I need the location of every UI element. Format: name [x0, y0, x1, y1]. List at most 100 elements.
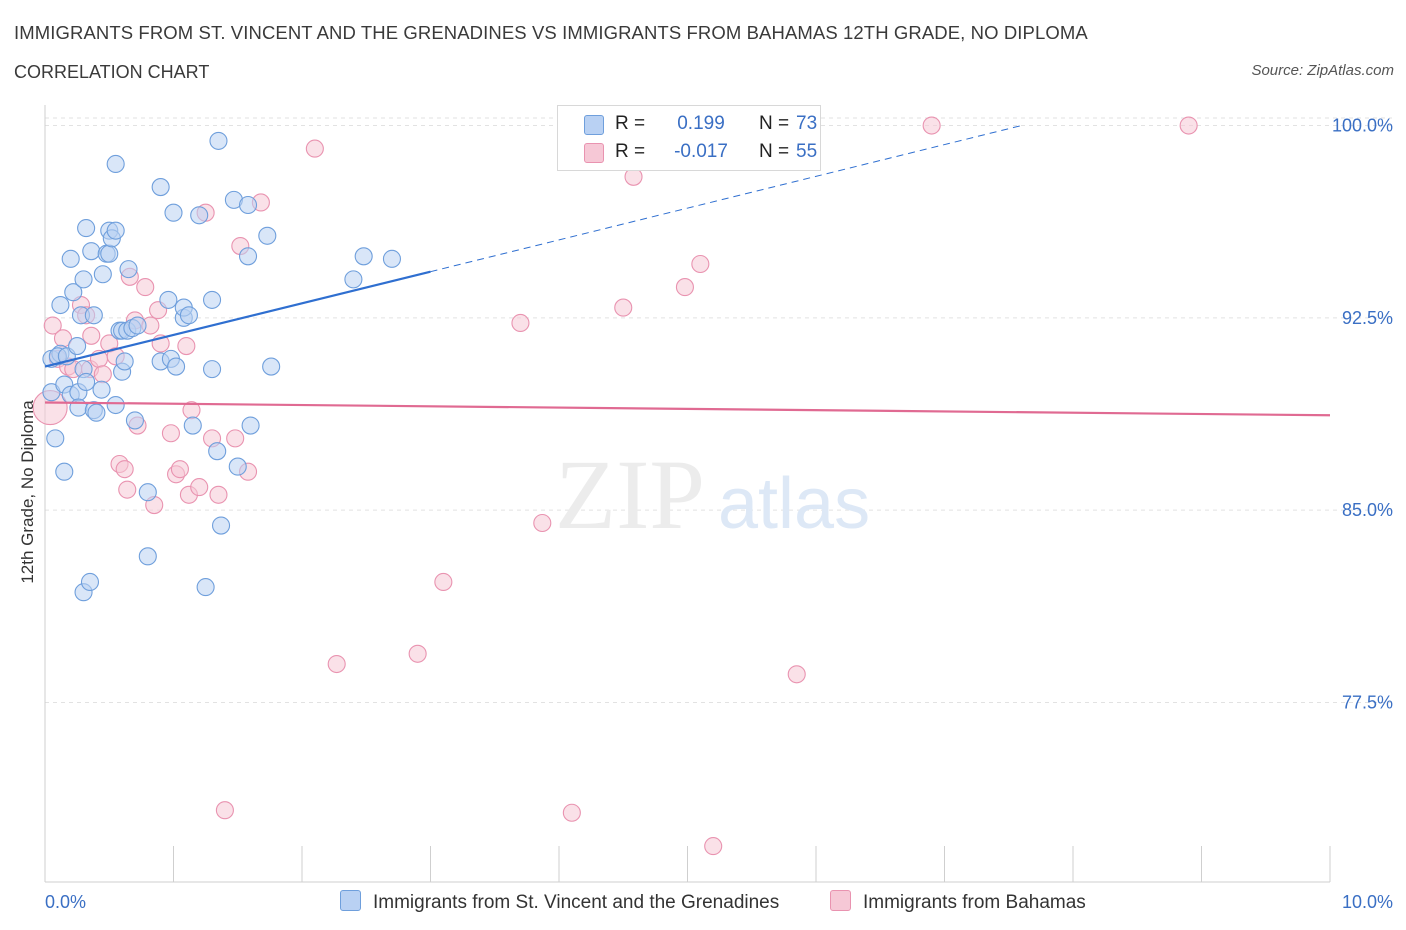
blue-point	[344, 270, 363, 289]
legend-n-label: N =	[759, 141, 790, 162]
pink-point	[787, 665, 806, 684]
blue-point	[80, 572, 100, 592]
blue-point	[138, 547, 157, 566]
pink-point	[118, 480, 137, 499]
pink-point	[704, 837, 723, 856]
blue-point	[125, 411, 144, 430]
blue-point	[115, 352, 134, 371]
blue-point	[183, 416, 202, 435]
legend-r-label: R =	[615, 113, 646, 134]
watermark: ZIP atlas	[555, 439, 870, 550]
blue-point	[382, 249, 402, 268]
blue-point	[46, 429, 65, 448]
legend-n-value: 55	[796, 141, 818, 162]
pink-point	[1179, 116, 1198, 135]
blue-point	[151, 178, 170, 197]
blue-point	[51, 295, 70, 315]
chart-subtitle: CORRELATION CHART	[14, 62, 210, 82]
legend-r-value: -0.017	[674, 141, 728, 162]
y-axis-label: 12th Grade, No Diploma	[18, 400, 37, 584]
blue-point	[77, 219, 96, 238]
pink-point	[43, 316, 62, 335]
blue-point	[82, 242, 101, 261]
blue-point	[262, 357, 281, 376]
pink-point	[136, 278, 155, 297]
blue-point	[196, 578, 215, 597]
blue-point	[119, 260, 138, 279]
blue-point	[238, 247, 258, 266]
blue-point	[68, 336, 87, 356]
y-tick-label: 92.5%	[1342, 308, 1393, 328]
pink-point	[190, 478, 209, 497]
blue-trend-extension	[430, 125, 1022, 273]
watermark-atlas: atlas	[718, 464, 870, 544]
pink-point	[82, 326, 101, 345]
y-tick-label: 100.0%	[1332, 116, 1393, 136]
pink-point	[115, 460, 134, 479]
pink-point	[922, 116, 941, 135]
axes: 77.5% 85.0% 92.5% 100.0%	[44, 105, 1393, 883]
blue-point	[93, 265, 112, 284]
legend-n-value: 73	[796, 113, 818, 134]
pink-point	[209, 485, 228, 504]
pink-point	[305, 139, 324, 158]
y-tick-label: 77.5%	[1342, 692, 1393, 712]
legend-series-pink: Immigrants from Bahamas	[830, 890, 1086, 914]
source-note: Source: ZipAtlas.com	[1251, 62, 1394, 79]
data-points	[32, 116, 1198, 856]
pink-point	[93, 365, 112, 384]
blue-point	[203, 290, 222, 309]
pink-point	[533, 513, 552, 533]
blue-point	[241, 416, 260, 435]
blue-point	[228, 457, 247, 476]
pink-point	[691, 254, 710, 274]
x-tick-label-min: 0.0%	[45, 892, 86, 912]
pink-point	[434, 572, 453, 592]
legend-n-label: N =	[759, 113, 790, 134]
legend-r-label: R =	[615, 141, 646, 162]
legend-swatch-pink	[584, 143, 604, 163]
blue-point	[64, 283, 83, 302]
pink-point	[327, 654, 346, 674]
pink-point	[675, 278, 694, 297]
pink-point	[177, 336, 196, 356]
blue-point	[77, 372, 96, 392]
pink-point	[511, 313, 530, 333]
blue-trend-line	[44, 270, 431, 368]
legend-swatch-blue	[584, 115, 604, 135]
pink-point	[161, 424, 180, 443]
legend-series-blue: Immigrants from St. Vincent and the Gren…	[340, 890, 779, 914]
blue-point	[209, 131, 228, 150]
y-tick-label: 85.0%	[1342, 500, 1393, 520]
blue-point	[106, 154, 125, 174]
blue-point	[84, 306, 103, 325]
blue-point	[87, 403, 106, 422]
blue-point	[208, 442, 227, 461]
legend-swatch-pink	[830, 890, 851, 911]
x-tick-label-max: 10.0%	[1342, 892, 1393, 912]
legend-series-blue-label: Immigrants from St. Vincent and the Gren…	[373, 892, 780, 913]
legend-swatch-blue	[340, 890, 361, 911]
legend-series-pink-label: Immigrants from Bahamas	[863, 892, 1086, 913]
blue-point	[61, 249, 80, 268]
stats-legend: R = 0.199 N = 73 R = -0.017 N = 55	[557, 105, 821, 171]
pink-trend-line	[44, 401, 1331, 417]
blue-point	[258, 226, 277, 245]
pink-point	[614, 298, 633, 317]
blue-point	[74, 270, 93, 289]
blue-point	[211, 516, 231, 535]
blue-point	[190, 206, 209, 225]
blue-point	[106, 395, 125, 415]
blue-point	[138, 483, 157, 502]
watermark-zip: ZIP	[555, 439, 705, 550]
trend-lines	[44, 125, 1331, 417]
pink-point	[226, 429, 245, 448]
blue-point	[128, 316, 147, 335]
chart-title: IMMIGRANTS FROM ST. VINCENT AND THE GREN…	[14, 22, 1088, 43]
blue-point	[354, 247, 373, 266]
blue-point	[203, 360, 222, 379]
blue-point	[238, 195, 258, 215]
blue-point	[55, 462, 74, 481]
pink-point	[562, 803, 581, 822]
